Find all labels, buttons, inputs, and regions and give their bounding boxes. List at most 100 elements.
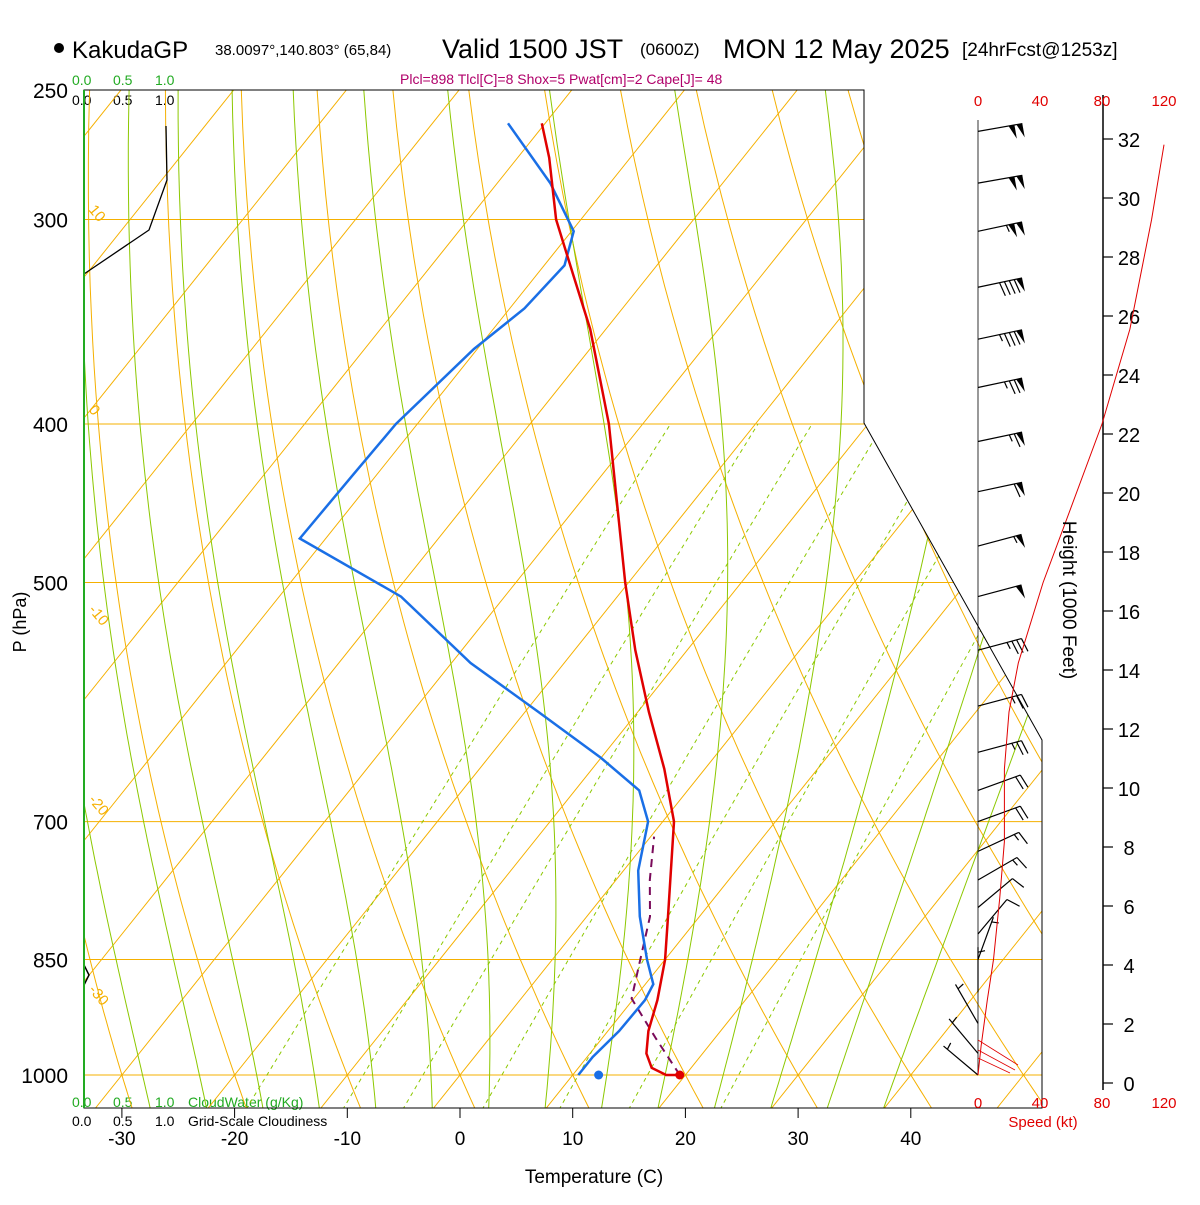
valid-date: MON 12 May 2025 <box>723 34 950 64</box>
moist-adiabat-line <box>445 61 556 1110</box>
moist-adiabat-line <box>178 61 320 1110</box>
isotherm-label: 0 <box>1075 267 1100 294</box>
x-tick-label: -30 <box>108 1129 135 1150</box>
isotherm-line <box>0 90 685 1108</box>
dewpoint-profile-line <box>300 123 654 1075</box>
mixing-ratio-line <box>629 424 1015 1110</box>
moist-adiabat-line <box>546 61 634 1110</box>
cloudwater-scale-tick: 1.0 <box>155 72 175 88</box>
height-tick-label: 14 <box>1118 661 1140 683</box>
isotherm-label: 20 <box>1081 534 1116 569</box>
y-axis-title: P (hPa) <box>10 592 30 653</box>
height-tick-label: 32 <box>1118 130 1140 152</box>
cloudiness-scale-tick: 0.0 <box>72 1113 92 1129</box>
wind-barb <box>978 432 1025 447</box>
dry-adiabat-line <box>393 90 703 1108</box>
mixing-ratio-label: 12 <box>616 1115 639 1138</box>
speed-axis-title: Speed (kt) <box>1008 1114 1077 1131</box>
dry-adiabat-line <box>1000 90 1200 1108</box>
height-tick-label: 16 <box>1118 602 1140 624</box>
height-tick-label: 8 <box>1123 838 1134 860</box>
height-tick-label: 4 <box>1123 956 1134 978</box>
moist-adiabat-line <box>827 61 1138 1110</box>
dry-adiabat-line <box>696 90 1160 1108</box>
valid-time-utc: (0600Z) <box>640 40 700 59</box>
pressure-label: 700 <box>33 812 68 835</box>
dry-adiabat-line <box>469 90 818 1108</box>
dry-adiabat-line <box>621 90 1046 1108</box>
station-name: KakudaGP <box>72 37 188 64</box>
dry-adiabat-line <box>1076 90 1200 1108</box>
cloudiness-scale-tick: 0.5 <box>113 1113 133 1129</box>
mixing-ratio-label: 3 <box>390 1122 409 1139</box>
x-tick-label: -10 <box>334 1129 361 1150</box>
cloudiness-scale-tick: 0.5 <box>113 92 133 108</box>
wind-barb <box>978 534 1025 548</box>
isotherm-line <box>96 90 910 1108</box>
dry-adiabat-label: -10 <box>85 602 112 630</box>
dry-adiabat-line <box>545 90 932 1108</box>
isotherm-label: -10 <box>962 254 1002 294</box>
height-tick-label: 28 <box>1118 248 1140 270</box>
cloudiness-label: Grid-Scale Cloudiness <box>188 1113 327 1129</box>
height-axis-title: Height (1000 Feet) <box>1058 521 1079 679</box>
valid-time: Valid 1500 JST <box>442 34 623 64</box>
height-tick-label: 12 <box>1118 720 1140 742</box>
height-tick-label: 22 <box>1118 425 1140 447</box>
wind-barb <box>978 832 1027 851</box>
wind-barb <box>978 482 1025 497</box>
station-coords: 38.0097°,140.803° (65,84) <box>215 42 391 59</box>
isotherm-line <box>321 90 1135 1108</box>
dry-adiabat-line <box>772 90 1200 1108</box>
height-tick-label: 26 <box>1118 307 1140 329</box>
mixing-ratio-line <box>720 424 1096 1110</box>
x-tick-label: 30 <box>788 1129 809 1150</box>
isotherm-line <box>0 90 797 1108</box>
cloudwater-scale-tick: 0.5 <box>113 72 133 88</box>
pressure-label: 500 <box>33 573 68 596</box>
height-tick-label: 6 <box>1123 897 1134 919</box>
isotherm-line <box>772 90 1200 1108</box>
speed-tick-label: 120 <box>1151 93 1176 110</box>
wind-barb <box>978 639 1028 654</box>
isotherm-label: 10 <box>1056 424 1091 459</box>
height-tick-label: 18 <box>1118 543 1140 565</box>
cloudwater-scale-tick: 0.0 <box>72 72 92 88</box>
pressure-label: 1000 <box>21 1065 68 1088</box>
isotherm-line <box>997 90 1200 1108</box>
height-tick-label: 24 <box>1118 366 1140 388</box>
wind-barb <box>978 947 985 992</box>
wind-barb <box>978 741 1028 755</box>
wind-barb <box>978 585 1025 599</box>
cloudiness-scale-tick: 1.0 <box>155 1113 175 1129</box>
speed-tick-label: 80 <box>1094 1095 1111 1112</box>
mixing-ratio-line <box>482 424 883 1110</box>
speed-tick-label: 120 <box>1151 1095 1176 1112</box>
height-tick-label: 0 <box>1123 1074 1134 1096</box>
moist-adiabat-line <box>232 61 376 1110</box>
x-tick-label: 10 <box>562 1129 583 1150</box>
cloudiness-scale-tick: 1.0 <box>155 92 175 108</box>
isotherm-line <box>659 90 1200 1108</box>
station-marker-icon <box>54 43 64 53</box>
x-tick-label: 0 <box>455 1129 466 1150</box>
height-tick-label: 20 <box>1118 484 1140 506</box>
x-axis-title: Temperature (C) <box>525 1167 663 1188</box>
wind-barb <box>978 222 1025 237</box>
isotherm-line <box>208 90 1022 1108</box>
wind-barb <box>978 175 1025 190</box>
speed-tick-label: 40 <box>1032 1095 1049 1112</box>
pressure-label: 250 <box>33 80 68 103</box>
mixing-ratio-line <box>559 424 952 1110</box>
moist-adiabat-line <box>658 61 728 1110</box>
isotherm-line <box>0 90 8 1108</box>
x-tick-label: 40 <box>900 1129 921 1150</box>
wind-barb <box>978 330 1025 347</box>
wind-barb <box>956 984 979 1023</box>
cloudiness-profile-line <box>84 126 167 274</box>
mixing-ratio-label: 5 <box>469 1122 488 1139</box>
isotherm-line <box>546 90 1200 1108</box>
wind-barb <box>978 124 1025 139</box>
dry-adiabat-label: -30 <box>85 982 112 1010</box>
